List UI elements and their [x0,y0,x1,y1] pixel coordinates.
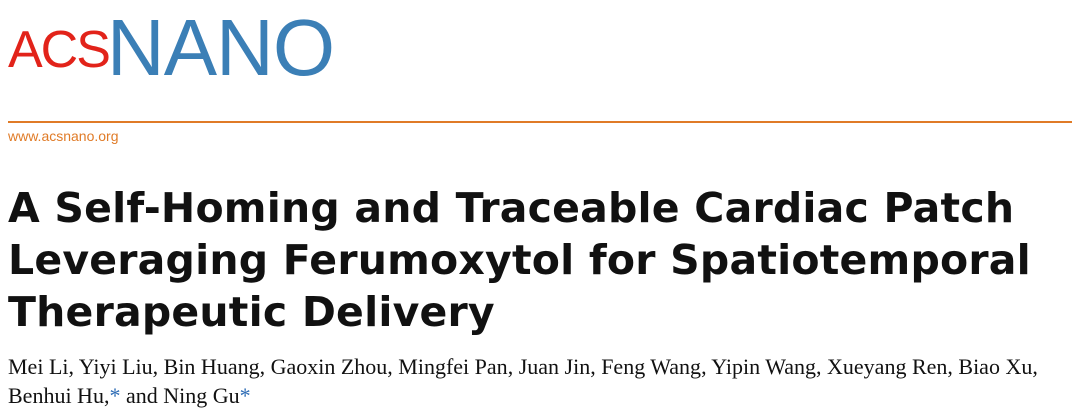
author-name: Mei Li [8,354,69,379]
logo-nano-text: NANO [106,3,335,92]
title-line-1: A Self-Homing and Traceable Cardiac Patc… [8,184,1015,232]
corresponding-author-link[interactable]: * [109,383,121,408]
author-conjunction: and [125,383,158,408]
author-name: Bin Huang [163,354,260,379]
author-name: Gaoxin Zhou [270,354,388,379]
title-line-3: Therapeutic Delivery [8,288,495,336]
author-name: Yipin Wang [711,354,817,379]
author-name: Xueyang Ren [827,354,948,379]
author-name: Ning Gu* [163,383,250,408]
article-title: A Self-Homing and Traceable Cardiac Patc… [8,182,1068,338]
author-name: Yiyi Liu [78,354,153,379]
author-name: Benhui Hu,* [8,383,121,408]
author-name: Juan Jin [518,354,591,379]
corresponding-author-link[interactable]: * [239,383,251,408]
title-line-2: Leveraging Ferumoxytol for Spatiotempora… [8,236,1031,284]
author-name: Mingfei Pan [398,354,508,379]
author-name: Feng Wang [601,354,702,379]
header-divider [8,121,1072,123]
author-name-text: Benhui Hu [8,383,104,408]
author-name: Biao Xu [958,354,1033,379]
journal-logo: ACSNANO [8,2,335,92]
author-list: Mei Li, Yiyi Liu, Bin Huang, Gaoxin Zhou… [8,354,1038,408]
journal-url-link[interactable]: www.acsnano.org [8,128,119,144]
author-name-text: Ning Gu [163,383,240,408]
logo-acs-text: ACS [8,21,111,79]
